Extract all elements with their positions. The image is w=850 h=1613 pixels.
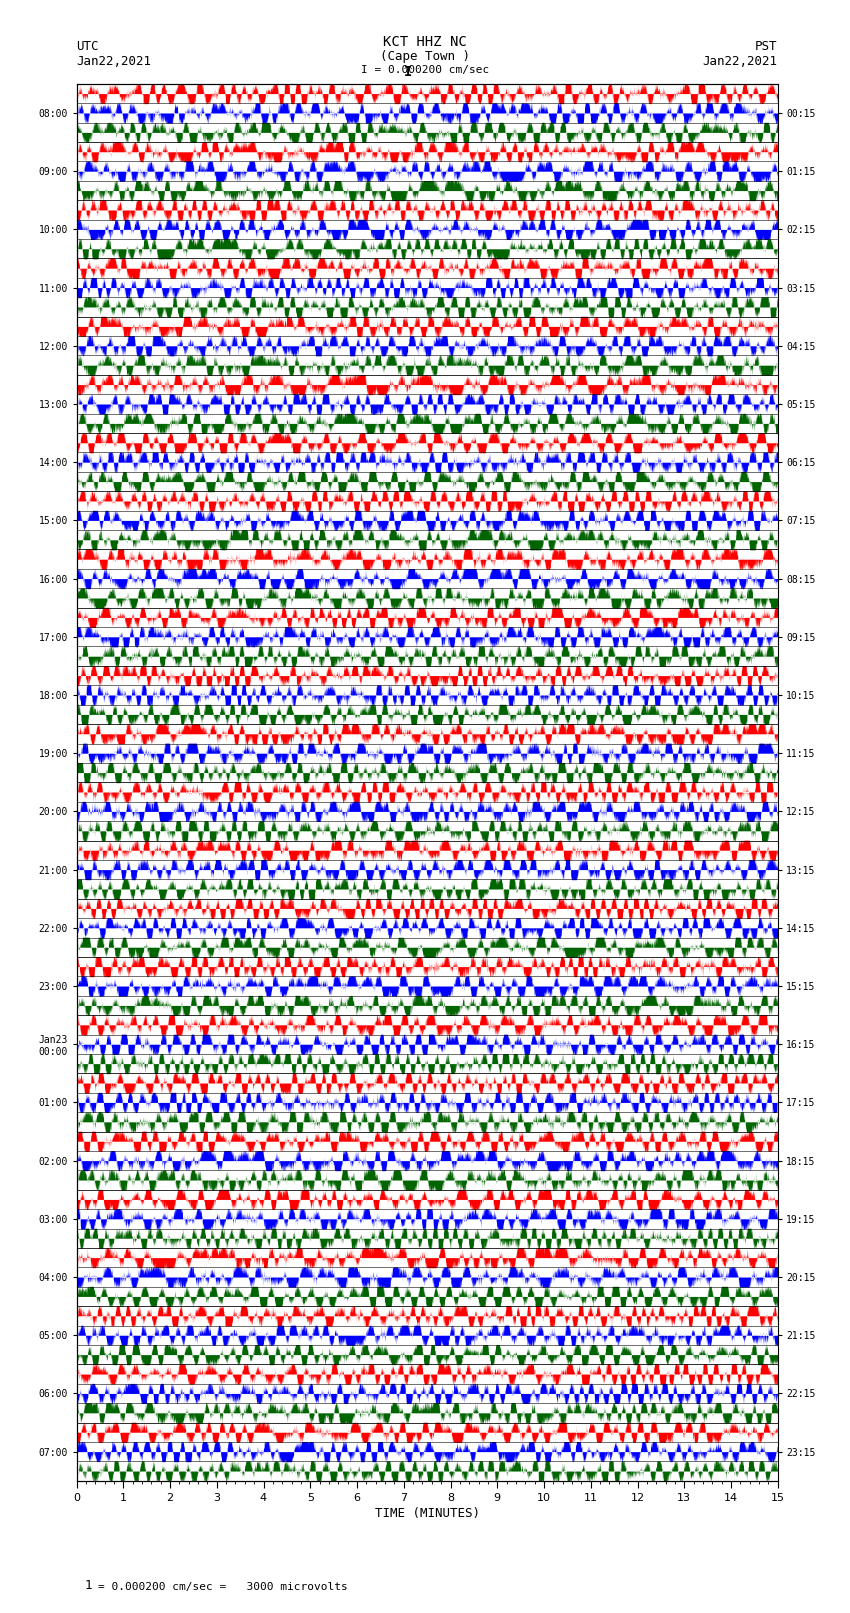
Text: I = 0.000200 cm/sec: I = 0.000200 cm/sec <box>361 65 489 74</box>
Text: UTC: UTC <box>76 40 99 53</box>
Text: 1: 1 <box>85 1579 93 1592</box>
Text: I: I <box>404 65 412 79</box>
X-axis label: TIME (MINUTES): TIME (MINUTES) <box>375 1507 479 1519</box>
Text: Jan22,2021: Jan22,2021 <box>703 55 778 68</box>
Text: KCT HHZ NC: KCT HHZ NC <box>383 35 467 50</box>
Text: Jan22,2021: Jan22,2021 <box>76 55 151 68</box>
Text: (Cape Town ): (Cape Town ) <box>380 50 470 63</box>
Text: = 0.000200 cm/sec =   3000 microvolts: = 0.000200 cm/sec = 3000 microvolts <box>98 1582 348 1592</box>
Text: PST: PST <box>756 40 778 53</box>
